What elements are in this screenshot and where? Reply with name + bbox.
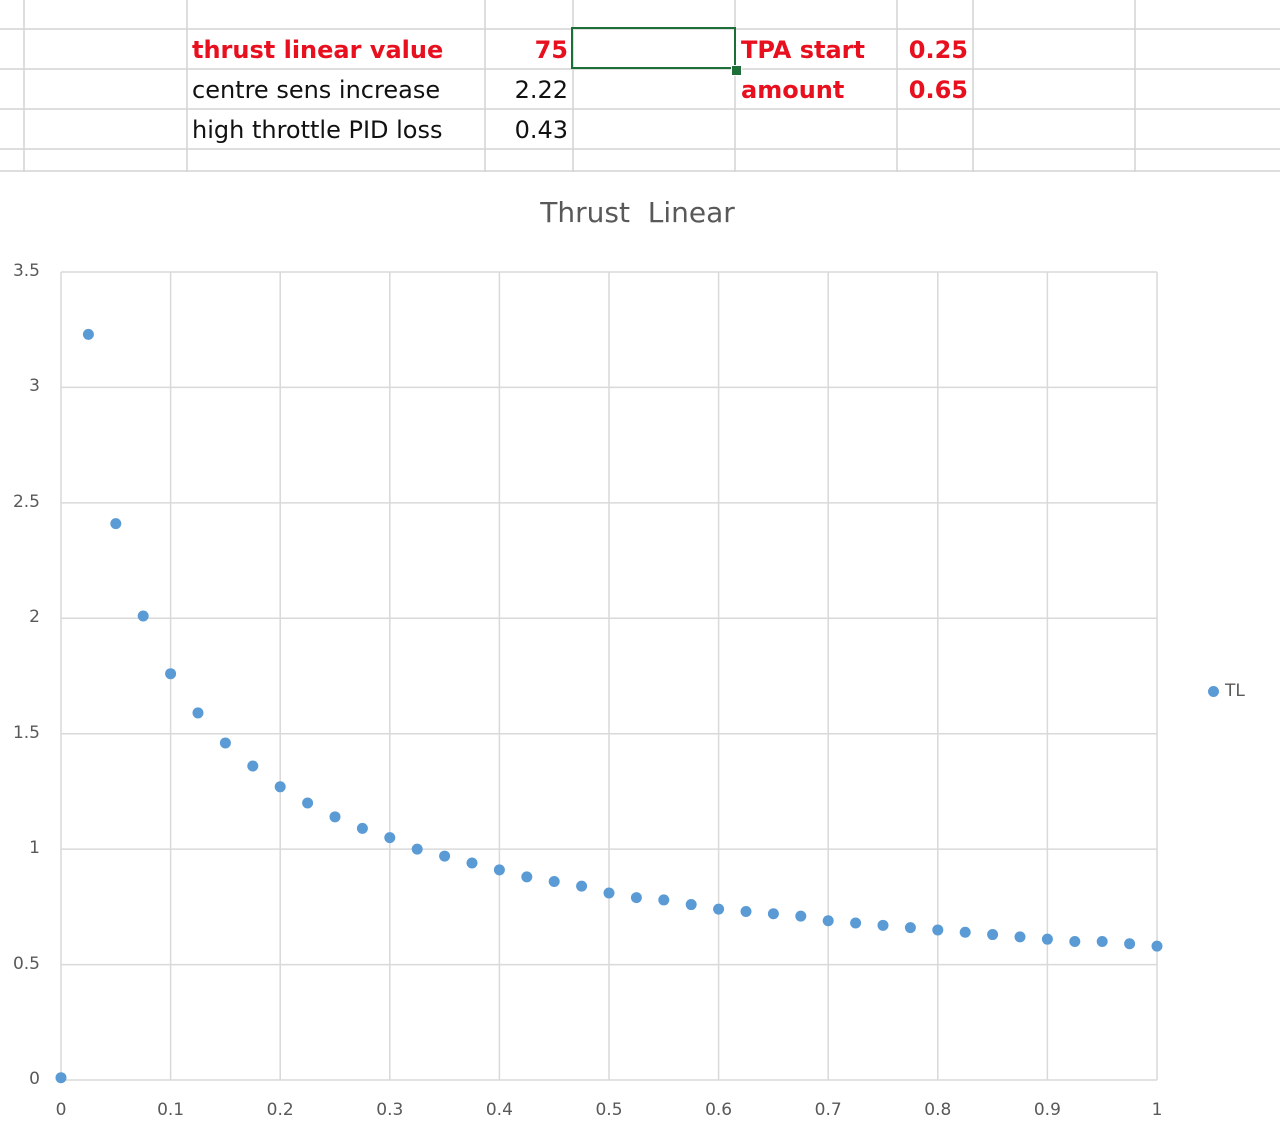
x-tick-label: 0.5 xyxy=(595,1100,623,1120)
data-point xyxy=(740,905,752,917)
data-point xyxy=(548,875,560,887)
data-point xyxy=(137,610,149,622)
y-tick-label: 2.5 xyxy=(12,491,40,512)
data-point xyxy=(302,797,314,809)
selected-cell[interactable] xyxy=(571,27,736,69)
data-point xyxy=(439,850,451,862)
data-point xyxy=(822,915,834,927)
y-tick-label: 1.5 xyxy=(12,722,40,743)
cell-label-thrust-linear-value[interactable]: thrust linear value xyxy=(192,36,444,64)
y-tick-label: 0 xyxy=(29,1069,40,1089)
data-point xyxy=(767,908,779,920)
y-tick-label: 3.5 xyxy=(12,261,40,281)
data-point xyxy=(82,328,94,340)
y-tick-label: 2 xyxy=(29,607,40,628)
x-tick-label: 0.3 xyxy=(376,1100,404,1120)
data-point xyxy=(1041,933,1053,945)
data-point xyxy=(959,926,971,938)
chart-legend: TL xyxy=(1208,680,1245,702)
data-point xyxy=(411,843,423,855)
data-point xyxy=(1124,938,1136,950)
y-tick-label: 1 xyxy=(29,838,40,859)
data-point xyxy=(247,760,259,772)
cell-label-amount[interactable]: amount xyxy=(741,76,845,104)
data-point xyxy=(1151,940,1163,952)
data-point xyxy=(329,811,341,823)
data-point xyxy=(192,707,204,719)
fill-handle[interactable] xyxy=(731,65,742,76)
cell-value-centre-sens[interactable]: 2.22 xyxy=(514,76,568,104)
x-tick-label: 0.4 xyxy=(485,1100,513,1120)
data-point xyxy=(493,864,505,876)
data-point xyxy=(658,894,670,906)
data-point xyxy=(384,832,396,844)
data-point xyxy=(1014,931,1026,943)
data-point xyxy=(356,822,368,834)
data-point xyxy=(466,857,478,869)
cell-label-high-throttle-pid-loss[interactable]: high throttle PID loss xyxy=(192,116,443,144)
x-tick-label: 1 xyxy=(1151,1100,1163,1120)
y-tick-label: 3 xyxy=(29,376,40,397)
legend-label: TL xyxy=(1225,681,1245,701)
cell-label-centre-sens-increase[interactable]: centre sens increase xyxy=(192,76,441,104)
data-point xyxy=(521,871,533,883)
data-point xyxy=(795,910,807,922)
x-tick-label: 0.2 xyxy=(266,1100,294,1120)
data-point xyxy=(713,903,725,915)
x-tick-label: 0.8 xyxy=(924,1100,952,1120)
data-point xyxy=(1096,935,1108,947)
cell-value-amount[interactable]: 0.65 xyxy=(908,76,968,104)
data-point xyxy=(110,518,122,530)
cell-value-pid-loss[interactable]: 0.43 xyxy=(514,116,568,144)
x-tick-label: 0.7 xyxy=(814,1100,842,1120)
data-point xyxy=(904,922,916,934)
chart-area[interactable] xyxy=(0,172,1280,1144)
chart-title: Thrust Linear xyxy=(540,196,735,229)
data-point xyxy=(850,917,862,929)
cell-value-thrust-linear[interactable]: 75 xyxy=(534,36,568,64)
data-point xyxy=(1069,935,1081,947)
cell-label-tpa-start[interactable]: TPA start xyxy=(741,36,865,64)
x-tick-label: 0.6 xyxy=(705,1100,733,1120)
legend-marker xyxy=(1208,685,1219,697)
x-tick-label: 0.1 xyxy=(157,1100,185,1120)
x-tick-label: 0 xyxy=(55,1100,67,1120)
cell-value-tpa-start[interactable]: 0.25 xyxy=(908,36,968,64)
data-point xyxy=(630,892,642,904)
data-point xyxy=(685,899,697,911)
data-point xyxy=(932,924,944,936)
data-point xyxy=(165,668,177,680)
x-tick-label: 0.9 xyxy=(1033,1100,1061,1120)
y-tick-label: 0.5 xyxy=(12,953,40,974)
data-point xyxy=(987,929,999,941)
data-point xyxy=(274,781,286,793)
data-point xyxy=(603,887,615,899)
data-point xyxy=(219,737,231,749)
data-point xyxy=(55,1072,67,1084)
data-point xyxy=(576,880,588,892)
data-point xyxy=(877,919,889,931)
